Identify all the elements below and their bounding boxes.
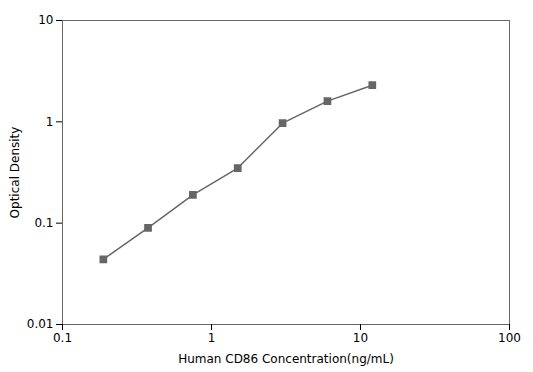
- svg-text:0.01: 0.01: [27, 317, 54, 331]
- svg-text:1: 1: [46, 115, 54, 129]
- svg-text:100: 100: [498, 331, 521, 345]
- svg-text:0.1: 0.1: [53, 331, 72, 345]
- svg-text:10: 10: [353, 331, 368, 345]
- svg-text:0.1: 0.1: [34, 216, 53, 230]
- svg-text:1: 1: [208, 331, 216, 345]
- svg-text:10: 10: [38, 13, 53, 27]
- svg-text:Human CD86 Concentration(ng/mL: Human CD86 Concentration(ng/mL): [178, 352, 394, 366]
- svg-text:Optical Density: Optical Density: [8, 127, 22, 219]
